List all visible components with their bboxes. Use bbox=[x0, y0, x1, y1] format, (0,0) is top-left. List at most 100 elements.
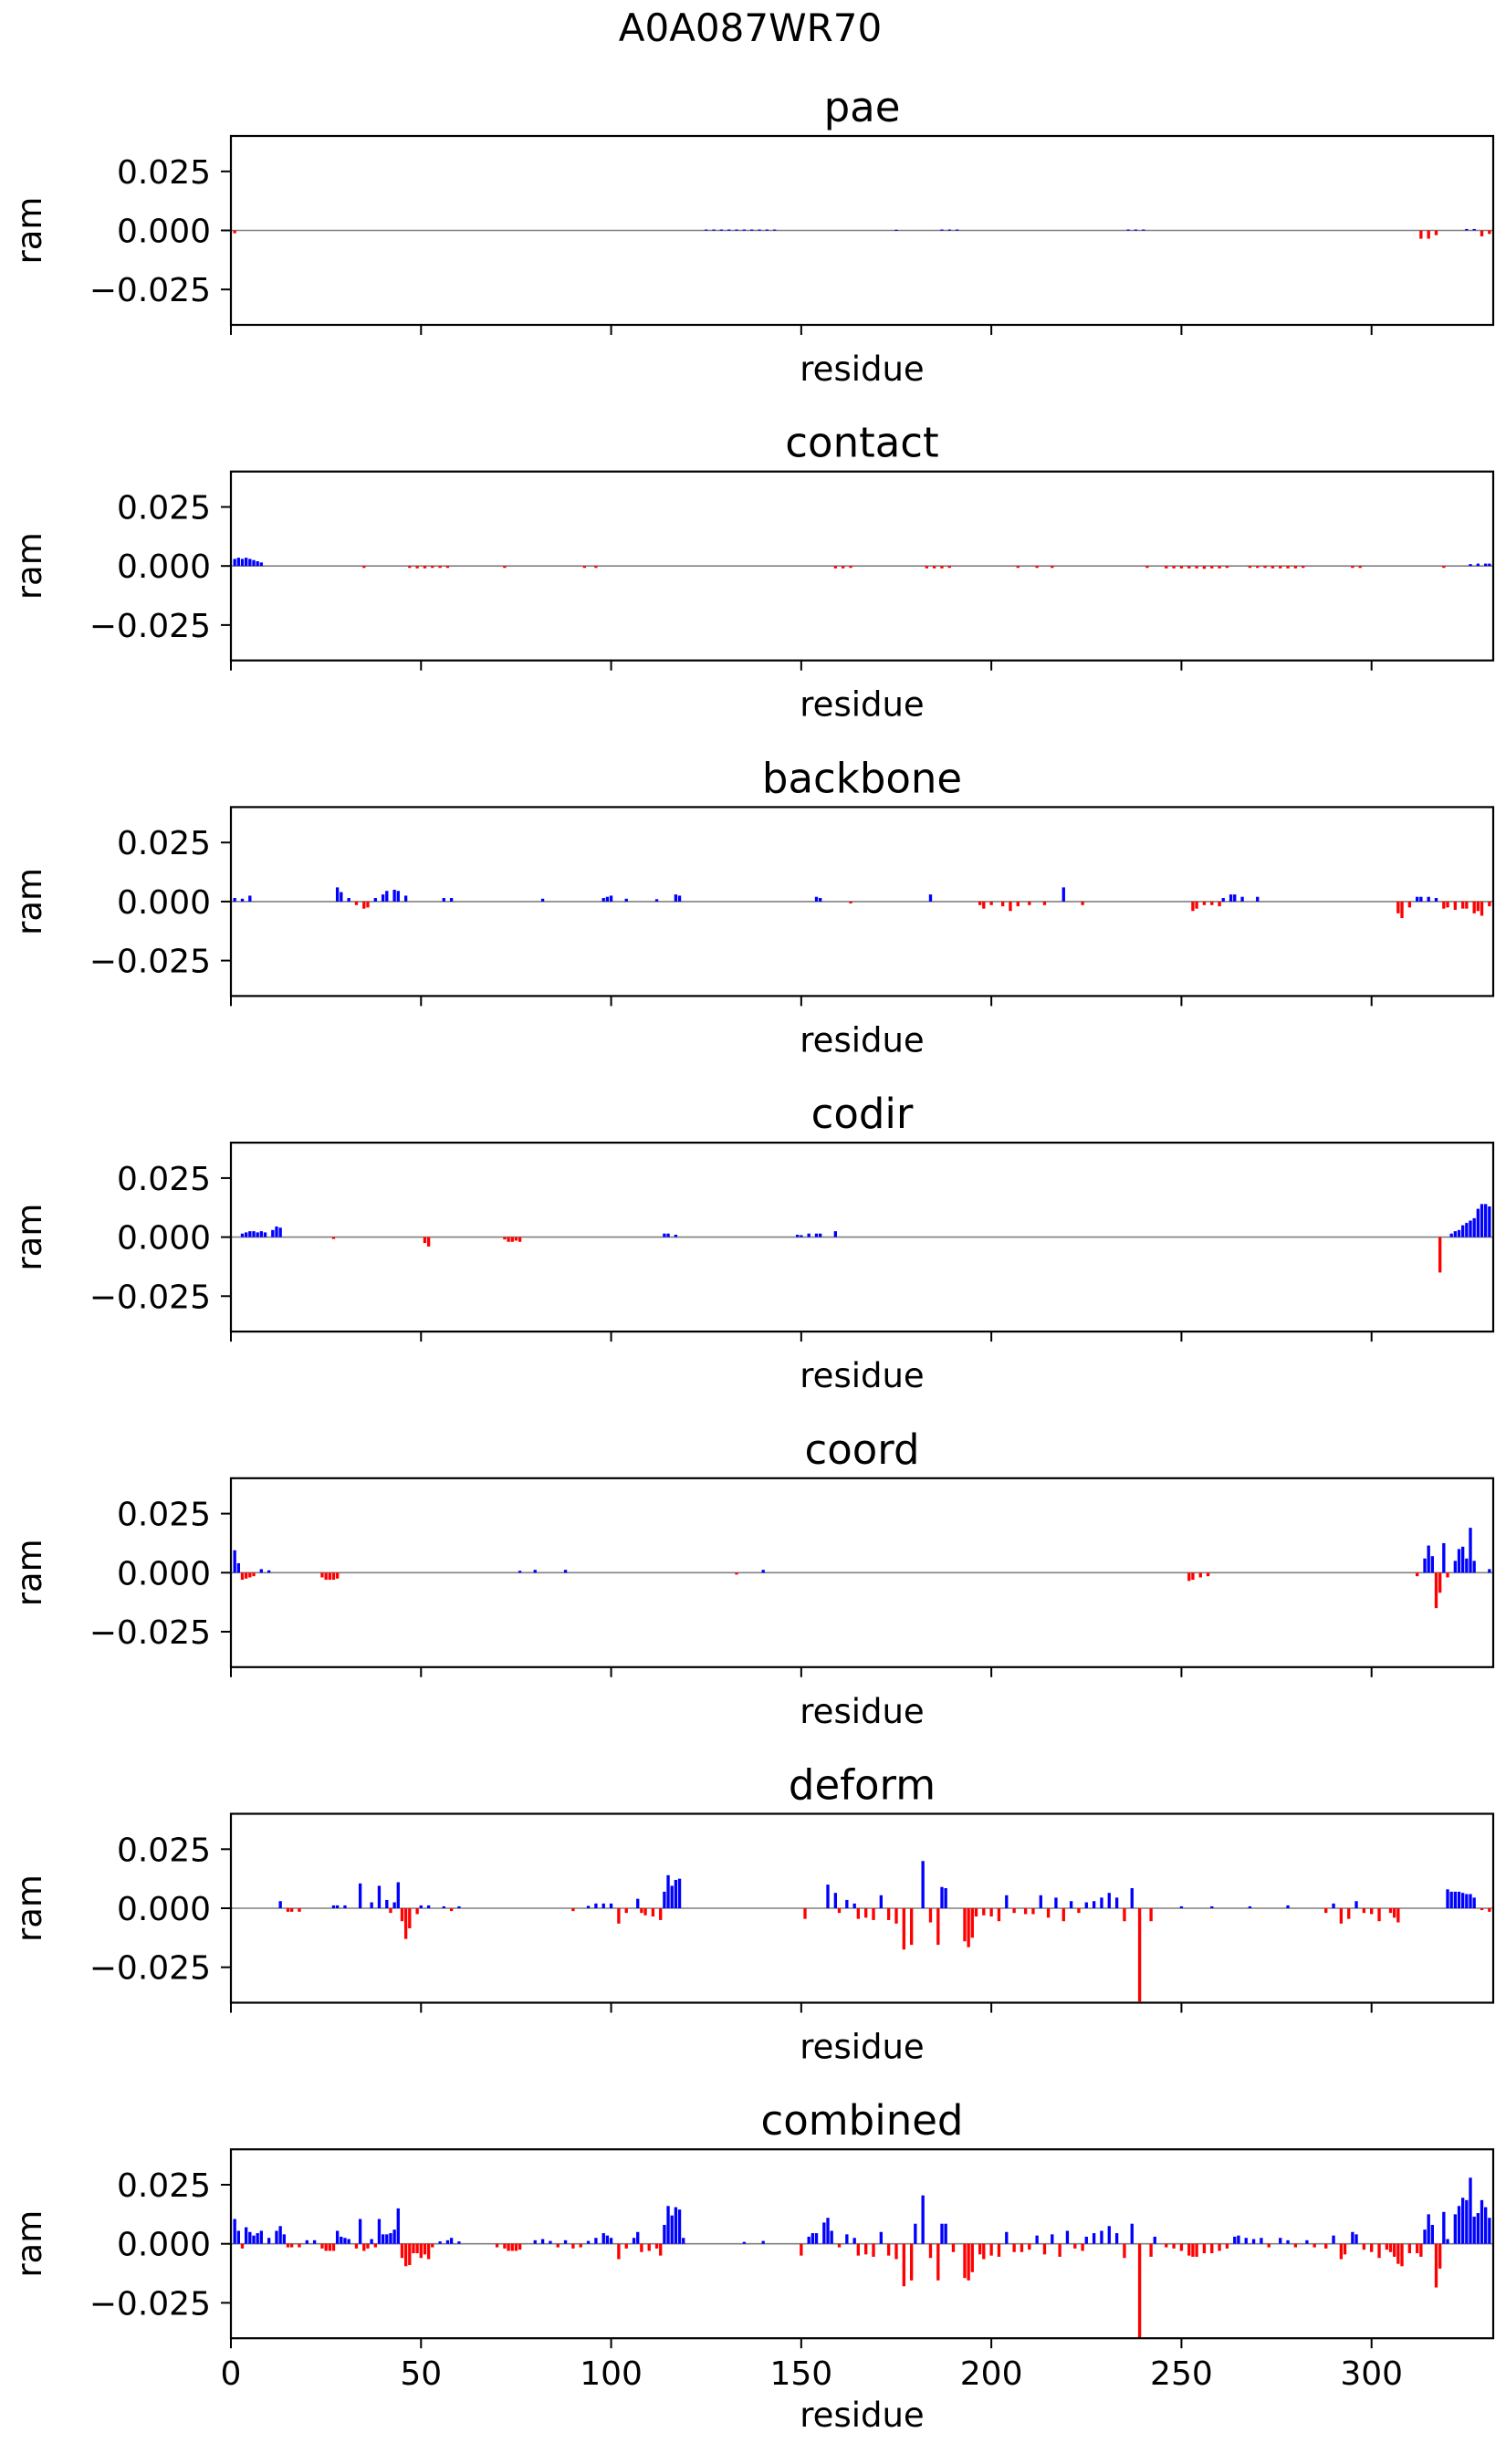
bar bbox=[1260, 2238, 1263, 2244]
bar bbox=[1457, 1549, 1461, 1573]
bar bbox=[415, 566, 419, 569]
bar bbox=[396, 1882, 400, 1908]
bar bbox=[1286, 566, 1290, 569]
x-axis-label: residue bbox=[800, 2396, 924, 2435]
bar bbox=[666, 1874, 670, 1908]
bar bbox=[426, 2243, 431, 2260]
bar bbox=[415, 1908, 419, 1915]
bar bbox=[503, 2243, 507, 2249]
bar bbox=[617, 2243, 621, 2260]
bar bbox=[412, 2243, 415, 2254]
bar bbox=[712, 229, 716, 231]
bar bbox=[240, 1572, 245, 1581]
bar bbox=[833, 1893, 838, 1908]
bar bbox=[1077, 1908, 1081, 1914]
bar bbox=[400, 2243, 404, 2259]
y-axis-label: ram bbox=[10, 532, 49, 600]
bar bbox=[967, 1908, 970, 1947]
y-tick-label: 0.025 bbox=[117, 2167, 211, 2205]
bar bbox=[1430, 2225, 1435, 2244]
bar bbox=[1202, 566, 1207, 569]
bar bbox=[863, 2243, 868, 2255]
bar bbox=[1461, 1225, 1465, 1237]
bar bbox=[1324, 2243, 1328, 2249]
bar bbox=[1469, 2177, 1472, 2244]
bar bbox=[1046, 1908, 1051, 1918]
bar bbox=[666, 1233, 670, 1237]
bar bbox=[586, 1905, 591, 1908]
bar bbox=[1114, 2233, 1119, 2244]
bar bbox=[244, 558, 248, 567]
bar bbox=[605, 896, 610, 902]
bar bbox=[248, 1572, 252, 1578]
bar bbox=[373, 2243, 377, 2248]
bar bbox=[507, 1237, 510, 1242]
bar bbox=[392, 1902, 396, 1908]
bar bbox=[1407, 2243, 1412, 2254]
bar bbox=[248, 559, 252, 567]
y-axis-label: ram bbox=[10, 868, 49, 935]
bar bbox=[324, 1572, 328, 1581]
bar bbox=[377, 2219, 382, 2244]
bar bbox=[1438, 1572, 1442, 1593]
bar bbox=[601, 2233, 605, 2244]
bar bbox=[1465, 228, 1469, 231]
bar bbox=[682, 2238, 685, 2244]
bar bbox=[1362, 1908, 1366, 1914]
bar bbox=[244, 1572, 248, 1579]
subplot-contact: contact 0.025 0.000 −0.025 residue ram bbox=[10, 419, 1495, 725]
y-axis-label: ram bbox=[10, 1539, 49, 1606]
y-tick-label: 0.025 bbox=[117, 1497, 211, 1534]
bar bbox=[1302, 566, 1305, 569]
bar bbox=[1427, 230, 1430, 239]
bar bbox=[400, 1908, 404, 1922]
bar bbox=[1084, 2236, 1088, 2244]
bar bbox=[438, 2241, 442, 2244]
bar bbox=[1434, 230, 1438, 235]
bar bbox=[1472, 228, 1476, 231]
bar bbox=[1179, 566, 1184, 569]
bar bbox=[233, 898, 236, 902]
bar bbox=[1114, 1897, 1119, 1908]
bar bbox=[1339, 1908, 1344, 1924]
bar bbox=[826, 1885, 830, 1908]
subplot-pae: pae 0.025 0.000 −0.025 residue ram bbox=[10, 83, 1495, 389]
bar bbox=[510, 1237, 514, 1242]
bar bbox=[1362, 2243, 1366, 2250]
bar bbox=[936, 2243, 940, 2281]
bar bbox=[278, 1901, 282, 1908]
bar bbox=[1054, 1897, 1058, 1908]
bar bbox=[800, 1235, 803, 1237]
bar bbox=[533, 1570, 537, 1573]
figure-title: A0A087WR70 bbox=[619, 5, 883, 50]
bar bbox=[1370, 1908, 1374, 1915]
bar bbox=[1457, 1229, 1461, 1237]
bar bbox=[819, 1233, 822, 1237]
bar bbox=[1324, 1908, 1328, 1914]
bar bbox=[1488, 230, 1491, 235]
bar bbox=[978, 901, 982, 905]
bar bbox=[563, 2240, 568, 2244]
bar bbox=[1480, 901, 1484, 916]
bar bbox=[403, 1908, 408, 1939]
bar bbox=[259, 2230, 263, 2244]
bar bbox=[389, 2233, 392, 2244]
bar bbox=[320, 1572, 324, 1578]
bar bbox=[263, 1232, 267, 1237]
bar bbox=[1225, 2243, 1229, 2249]
bar bbox=[978, 2243, 982, 2255]
bar bbox=[1313, 2243, 1316, 2248]
bar bbox=[1263, 566, 1267, 569]
bar bbox=[1031, 1908, 1035, 1915]
bar bbox=[845, 1899, 849, 1908]
bar bbox=[1240, 896, 1244, 902]
bar bbox=[1293, 2243, 1298, 2248]
y-tick-label: 0.000 bbox=[117, 214, 211, 251]
bar bbox=[415, 2243, 419, 2254]
bar bbox=[1179, 1905, 1184, 1908]
bar bbox=[1377, 1908, 1381, 1922]
bar bbox=[1012, 2243, 1016, 2252]
bar bbox=[1465, 901, 1469, 909]
bar bbox=[814, 2233, 819, 2244]
bar bbox=[298, 1908, 301, 1912]
